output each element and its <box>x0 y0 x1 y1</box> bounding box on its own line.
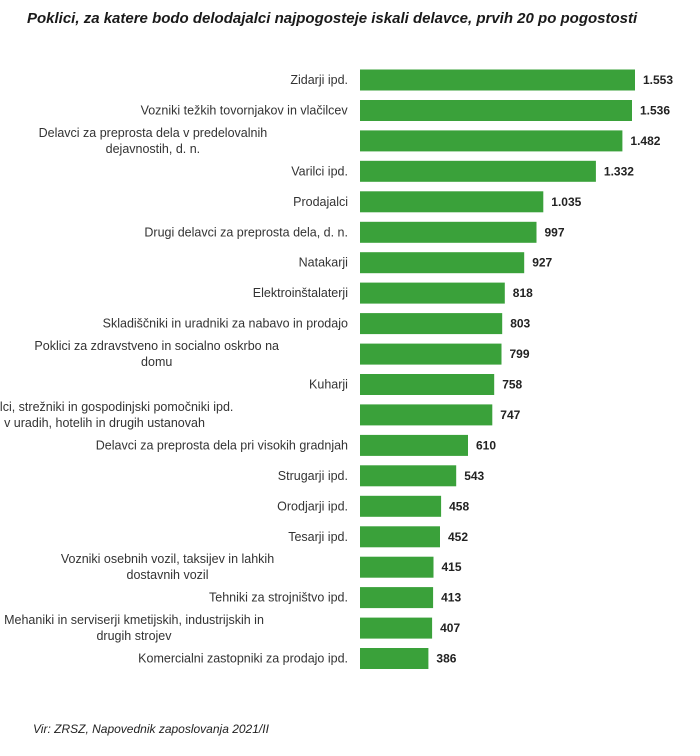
category-label: Komercialni zastopniki za prodajo ipd. <box>138 652 348 666</box>
bar <box>360 556 434 578</box>
bar-value-label: 758 <box>502 378 522 392</box>
category-label: Natakarji <box>299 256 348 270</box>
category-label: Drugi delavci za preprosta dela, d. n. <box>144 225 348 239</box>
bar-value-label: 610 <box>476 438 496 452</box>
source-note: Vir: ZRSZ, Napovednik zaposlovanja 2021/… <box>33 722 269 736</box>
category-label: Zidarji ipd. <box>290 73 348 87</box>
bar-value-label: 927 <box>532 256 552 270</box>
category-label: Čistilci, strežniki in gospodinjski pomo… <box>0 399 233 430</box>
category-label: Mehaniki in serviserji kmetijskih, indus… <box>4 613 264 643</box>
bar-value-label: 803 <box>510 317 530 331</box>
category-label: Elektroinštalaterji <box>253 286 348 300</box>
bar-value-label: 415 <box>442 560 462 574</box>
bar-value-label: 458 <box>449 499 469 513</box>
bar-value-label: 818 <box>513 286 533 300</box>
bar-value-label: 1.035 <box>551 195 581 209</box>
bar-value-label: 543 <box>464 469 484 483</box>
bar <box>360 495 442 517</box>
bar-value-label: 1.332 <box>604 164 634 178</box>
bar-value-label: 799 <box>510 347 530 361</box>
bar <box>360 617 433 639</box>
bar <box>360 100 632 121</box>
bar <box>360 130 623 152</box>
category-label: Delavci za preprosta dela pri visokih gr… <box>96 438 348 452</box>
bar-value-label: 1.553 <box>643 73 673 87</box>
category-label: Kuharji <box>309 378 348 392</box>
bar-value-label: 747 <box>500 408 520 422</box>
bar-value-label: 386 <box>436 652 456 666</box>
bar <box>360 648 429 669</box>
bar-value-label: 997 <box>545 225 565 239</box>
category-label: Prodajalci <box>293 195 348 209</box>
bar <box>360 69 635 91</box>
category-label: Tehniki za strojništvo ipd. <box>209 591 348 605</box>
bar <box>360 252 525 274</box>
bar-value-label: 452 <box>448 530 468 544</box>
category-label: Vozniki težkih tovornjakov in vlačilcev <box>141 104 349 118</box>
bar <box>360 526 440 548</box>
category-label: Poklici za zdravstveno in socialno oskrb… <box>34 339 279 369</box>
bar-value-label: 407 <box>440 621 460 635</box>
category-label: Tesarji ipd. <box>288 530 348 544</box>
bar <box>360 313 503 335</box>
category-label: Varilci ipd. <box>291 164 348 178</box>
category-label: Orodjarji ipd. <box>277 499 348 513</box>
bar <box>360 343 502 365</box>
bar <box>360 587 434 609</box>
category-label: Skladiščniki in uradniki za nabavo in pr… <box>103 317 348 331</box>
bar <box>360 434 468 456</box>
chart-title: Poklici, za katere bodo delodajalci najp… <box>27 10 638 27</box>
bar <box>360 191 544 213</box>
bar <box>360 282 505 304</box>
category-label: Vozniki osebnih vozil, taksijev in lahki… <box>61 552 274 582</box>
bar <box>360 221 537 243</box>
bar <box>360 160 596 182</box>
bar-value-label: 1.482 <box>630 134 660 148</box>
bar <box>360 404 493 426</box>
category-label: Strugarji ipd. <box>278 469 348 483</box>
bar <box>360 465 457 487</box>
bar-value-label: 1.536 <box>640 104 670 118</box>
category-label: Delavci za preprosta dela v predelovalni… <box>39 126 268 156</box>
bar-value-label: 413 <box>441 591 461 605</box>
bar <box>360 374 495 395</box>
